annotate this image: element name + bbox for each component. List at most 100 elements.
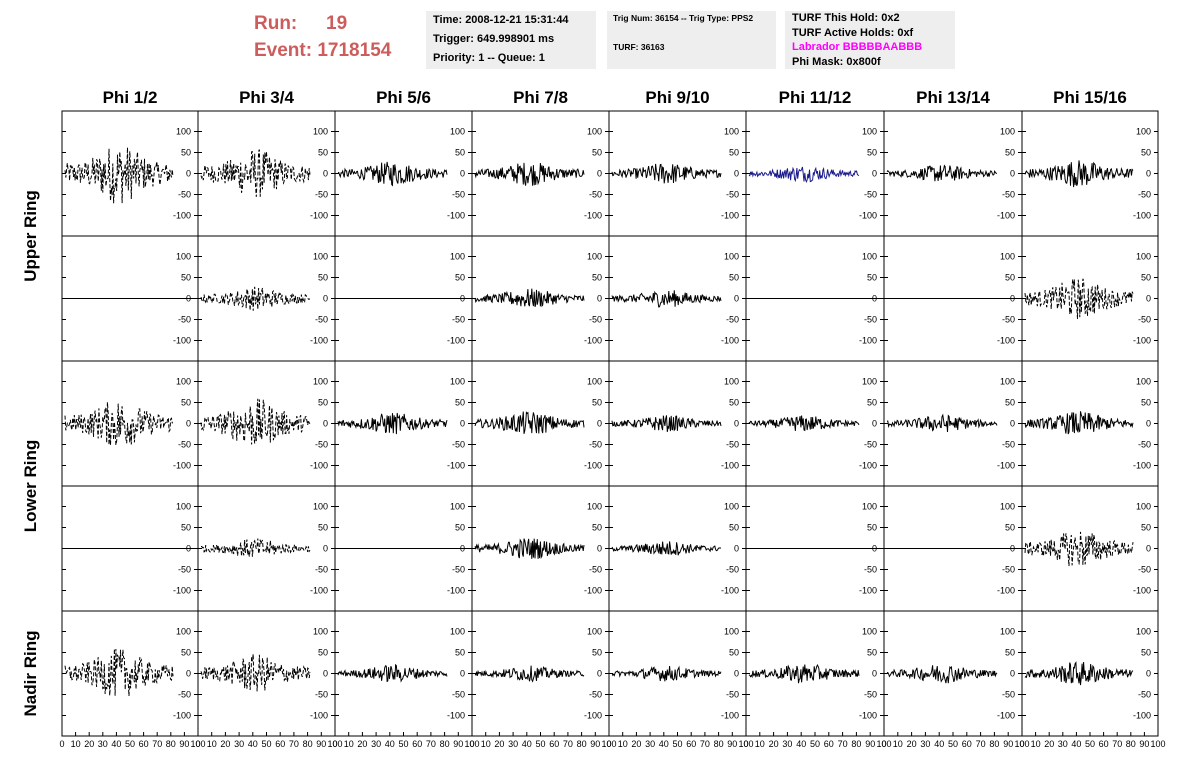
y-tick-label: 100 — [724, 252, 739, 262]
waveform-trace — [748, 166, 860, 183]
x-tick-label: 0 — [59, 739, 64, 749]
y-tick-label: 100 — [450, 377, 465, 387]
x-tick-label: 10 — [207, 739, 217, 749]
y-tick-label: 50 — [1141, 398, 1151, 408]
y-tick-label: -100 — [997, 711, 1015, 721]
y-tick-label: 100 — [450, 252, 465, 262]
x-tick-label: 50 — [125, 739, 135, 749]
x-tick-label: 60 — [412, 739, 422, 749]
y-tick-label: -50 — [589, 565, 602, 575]
x-tick-label: 80 — [1126, 739, 1136, 749]
y-tick-label: 100 — [1000, 502, 1015, 512]
y-tick-label: 50 — [1005, 523, 1015, 533]
waveform-trace — [886, 413, 998, 433]
y-tick-label: -100 — [721, 336, 739, 346]
y-tick-label: -50 — [864, 565, 877, 575]
y-tick-label: 100 — [313, 252, 328, 262]
x-tick-label: 90 — [316, 739, 326, 749]
y-tick-label: -50 — [1138, 565, 1151, 575]
y-tick-label: -50 — [726, 565, 739, 575]
x-tick-label: 40 — [1071, 739, 1081, 749]
y-tick-label: 100 — [1136, 627, 1151, 637]
y-tick-label: 0 — [1010, 669, 1015, 679]
y-tick-label: -50 — [452, 565, 465, 575]
event-label: Event: — [254, 40, 313, 61]
y-tick-label: 0 — [872, 169, 877, 179]
x-tick-label: 60 — [1099, 739, 1109, 749]
y-tick-label: -100 — [721, 461, 739, 471]
trigger-text: Trigger: 649.998901 ms — [433, 33, 555, 45]
y-tick-label: 100 — [176, 127, 191, 137]
y-tick-label: -100 — [584, 336, 602, 346]
x-tick-label: 90 — [1003, 739, 1013, 749]
x-tick-label: 20 — [220, 739, 230, 749]
y-tick-label: -50 — [178, 440, 191, 450]
y-tick-label: 100 — [313, 627, 328, 637]
x-tick-label: 40 — [111, 739, 121, 749]
y-tick-label: 50 — [318, 273, 328, 283]
y-tick-label: -100 — [173, 211, 191, 221]
y-tick-label: -100 — [1133, 586, 1151, 596]
trig-num-text: Trig Num: 36154 -- Trig Type: PPS2 — [613, 13, 754, 23]
y-tick-label: -50 — [864, 690, 877, 700]
y-tick-label: -50 — [726, 190, 739, 200]
y-tick-label: 50 — [729, 648, 739, 658]
x-tick-label: 30 — [1058, 739, 1068, 749]
y-tick-label: 50 — [1005, 648, 1015, 658]
x-tick-label: 70 — [838, 739, 848, 749]
x-tick-label: 10 — [618, 739, 628, 749]
run-line: Run: 19 — [254, 10, 391, 37]
x-tick-label: 20 — [769, 739, 779, 749]
turf-hold-box: TURF This Hold: 0x2 TURF Active Holds: 0… — [785, 11, 955, 69]
y-tick-label: -50 — [178, 190, 191, 200]
event-value: 1718154 — [317, 40, 392, 61]
y-tick-label: 100 — [724, 502, 739, 512]
y-tick-label: 50 — [181, 398, 191, 408]
x-tick-label: 30 — [98, 739, 108, 749]
y-tick-label: 50 — [592, 273, 602, 283]
phi-mask-text: Phi Mask: 0x800f — [792, 55, 881, 68]
y-tick-label: -50 — [452, 690, 465, 700]
x-tick-label: 40 — [248, 739, 258, 749]
y-tick-label: 0 — [323, 294, 328, 304]
waveform-trace — [64, 648, 174, 697]
y-tick-label: 0 — [323, 544, 328, 554]
y-tick-label: 100 — [176, 252, 191, 262]
y-tick-label: -50 — [315, 440, 328, 450]
x-tick-label: 40 — [659, 739, 669, 749]
x-tick-label: 100 — [190, 739, 205, 749]
y-tick-label: 0 — [734, 544, 739, 554]
y-tick-label: 50 — [729, 523, 739, 533]
y-tick-label: -50 — [452, 190, 465, 200]
y-tick-label: 50 — [867, 398, 877, 408]
y-tick-label: -50 — [1002, 440, 1015, 450]
y-tick-label: 50 — [181, 273, 191, 283]
y-tick-label: 50 — [1141, 648, 1151, 658]
y-tick-label: 0 — [460, 169, 465, 179]
time-trigger-box: Time: 2008-12-21 15:31:44 Trigger: 649.9… — [426, 11, 596, 69]
column-header: Phi 13/14 — [916, 88, 990, 107]
y-tick-label: -100 — [859, 336, 877, 346]
y-tick-label: 50 — [181, 148, 191, 158]
y-tick-label: -100 — [1133, 711, 1151, 721]
y-tick-label: 100 — [176, 377, 191, 387]
x-tick-label: 50 — [398, 739, 408, 749]
y-tick-label: 50 — [1005, 148, 1015, 158]
x-tick-label: 70 — [426, 739, 436, 749]
waveform-trace — [1024, 278, 1134, 320]
waveform-trace — [201, 538, 311, 557]
y-tick-label: -50 — [178, 690, 191, 700]
y-tick-label: 50 — [455, 148, 465, 158]
y-tick-label: 0 — [323, 419, 328, 429]
y-tick-label: 100 — [587, 627, 602, 637]
column-header: Phi 7/8 — [513, 88, 568, 107]
x-tick-label: 30 — [371, 739, 381, 749]
ring-label: Upper Ring — [21, 190, 40, 282]
x-tick-label: 20 — [631, 739, 641, 749]
y-tick-label: 50 — [592, 523, 602, 533]
priority-text: Priority: 1 -- Queue: 1 — [433, 52, 545, 64]
y-tick-label: -50 — [1002, 190, 1015, 200]
y-tick-label: 100 — [862, 252, 877, 262]
waveform-trace — [1024, 160, 1134, 188]
